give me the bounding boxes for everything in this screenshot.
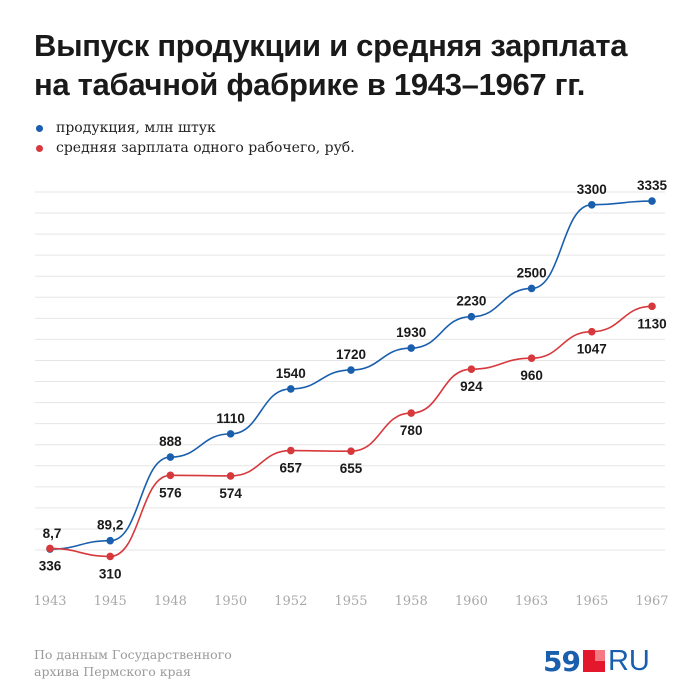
data-label: 574 xyxy=(219,486,242,501)
data-point xyxy=(46,544,54,553)
x-tick-label: 1967 xyxy=(635,594,668,609)
x-tick-label: 1945 xyxy=(94,594,127,609)
legend-item-salary: средняя зарплата одного рабочего, руб. xyxy=(36,138,355,158)
data-label: 657 xyxy=(280,461,303,476)
x-tick-label: 1958 xyxy=(395,594,428,609)
data-point xyxy=(226,472,235,480)
data-point xyxy=(287,385,295,393)
title-line-2: на табачной фабрике в 1943–1967 гг. xyxy=(34,67,586,102)
data-label: 3300 xyxy=(577,182,607,197)
chart-title: Выпуск продукции и средняя зарплата на т… xyxy=(34,26,628,104)
data-label: 924 xyxy=(460,379,483,394)
data-label: 888 xyxy=(159,434,182,449)
source-note: По данным Государственного архива Пермск… xyxy=(34,646,232,680)
series-line-production xyxy=(49,200,653,550)
data-point xyxy=(588,200,596,209)
data-point xyxy=(467,365,476,373)
x-tick-label: 1955 xyxy=(334,594,367,609)
data-label: 1540 xyxy=(276,366,306,381)
data-point xyxy=(648,197,656,205)
legend: продукция, млн штук средняя зарплата одн… xyxy=(36,118,355,158)
data-label: 2230 xyxy=(456,294,486,309)
data-point xyxy=(588,327,596,336)
x-tick-label: 1960 xyxy=(455,594,488,609)
title-line-1: Выпуск продукции и средняя зарплата xyxy=(34,28,628,63)
data-label: 8,7 xyxy=(43,526,62,541)
logo-suffix: RU xyxy=(607,644,650,677)
data-label: 780 xyxy=(400,423,423,438)
data-label: 655 xyxy=(340,461,363,476)
logo-number: 59 xyxy=(543,644,581,678)
data-point xyxy=(407,409,416,417)
series-line-salary xyxy=(49,305,653,558)
data-point xyxy=(467,312,476,321)
data-point xyxy=(226,430,235,438)
data-point xyxy=(106,552,114,561)
data-label: 1130 xyxy=(637,316,666,331)
line-chart: 1943 1945 1948 1950 1952 1955 1958 1960 1963 1965… xyxy=(33,178,668,609)
legend-item-production: продукция, млн штук xyxy=(36,118,355,138)
data-point xyxy=(347,366,355,374)
x-tick-label: 1965 xyxy=(575,594,608,609)
x-tick-label: 1952 xyxy=(274,594,307,609)
data-point xyxy=(166,453,175,461)
data-label: 3335 xyxy=(637,178,668,193)
data-label: 310 xyxy=(99,566,122,581)
x-tick-label: 1963 xyxy=(515,594,548,609)
data-point xyxy=(527,284,536,293)
x-tick-label: 1950 xyxy=(214,594,247,609)
data-point xyxy=(407,344,416,352)
legend-dot-red xyxy=(36,144,43,152)
data-point xyxy=(347,447,355,455)
data-label: 1930 xyxy=(396,325,426,340)
data-point xyxy=(527,354,536,362)
x-tick-label: 1948 xyxy=(154,594,187,609)
data-label: 1110 xyxy=(216,411,245,426)
data-label: 2500 xyxy=(517,265,547,280)
data-label: 1047 xyxy=(577,342,607,357)
source-line-1: По данным Государственного xyxy=(34,647,232,662)
source-line-2: архива Пермского края xyxy=(34,664,191,679)
data-label: 1720 xyxy=(336,347,366,362)
logo-59ru: 59 RU xyxy=(543,644,650,678)
data-label: 960 xyxy=(520,368,543,383)
data-point xyxy=(166,471,175,480)
data-label: 89,2 xyxy=(97,518,123,533)
legend-dot-blue xyxy=(36,124,43,132)
logo-square-icon xyxy=(582,650,605,672)
data-point xyxy=(287,446,295,455)
x-tick-label: 1943 xyxy=(33,594,66,609)
data-point xyxy=(106,536,114,545)
legend-label-salary: средняя зарплата одного рабочего, руб. xyxy=(56,140,355,156)
data-label: 336 xyxy=(39,558,62,573)
data-label: 576 xyxy=(159,485,182,500)
data-point xyxy=(648,302,656,311)
legend-label-production: продукция, млн штук xyxy=(56,120,216,136)
